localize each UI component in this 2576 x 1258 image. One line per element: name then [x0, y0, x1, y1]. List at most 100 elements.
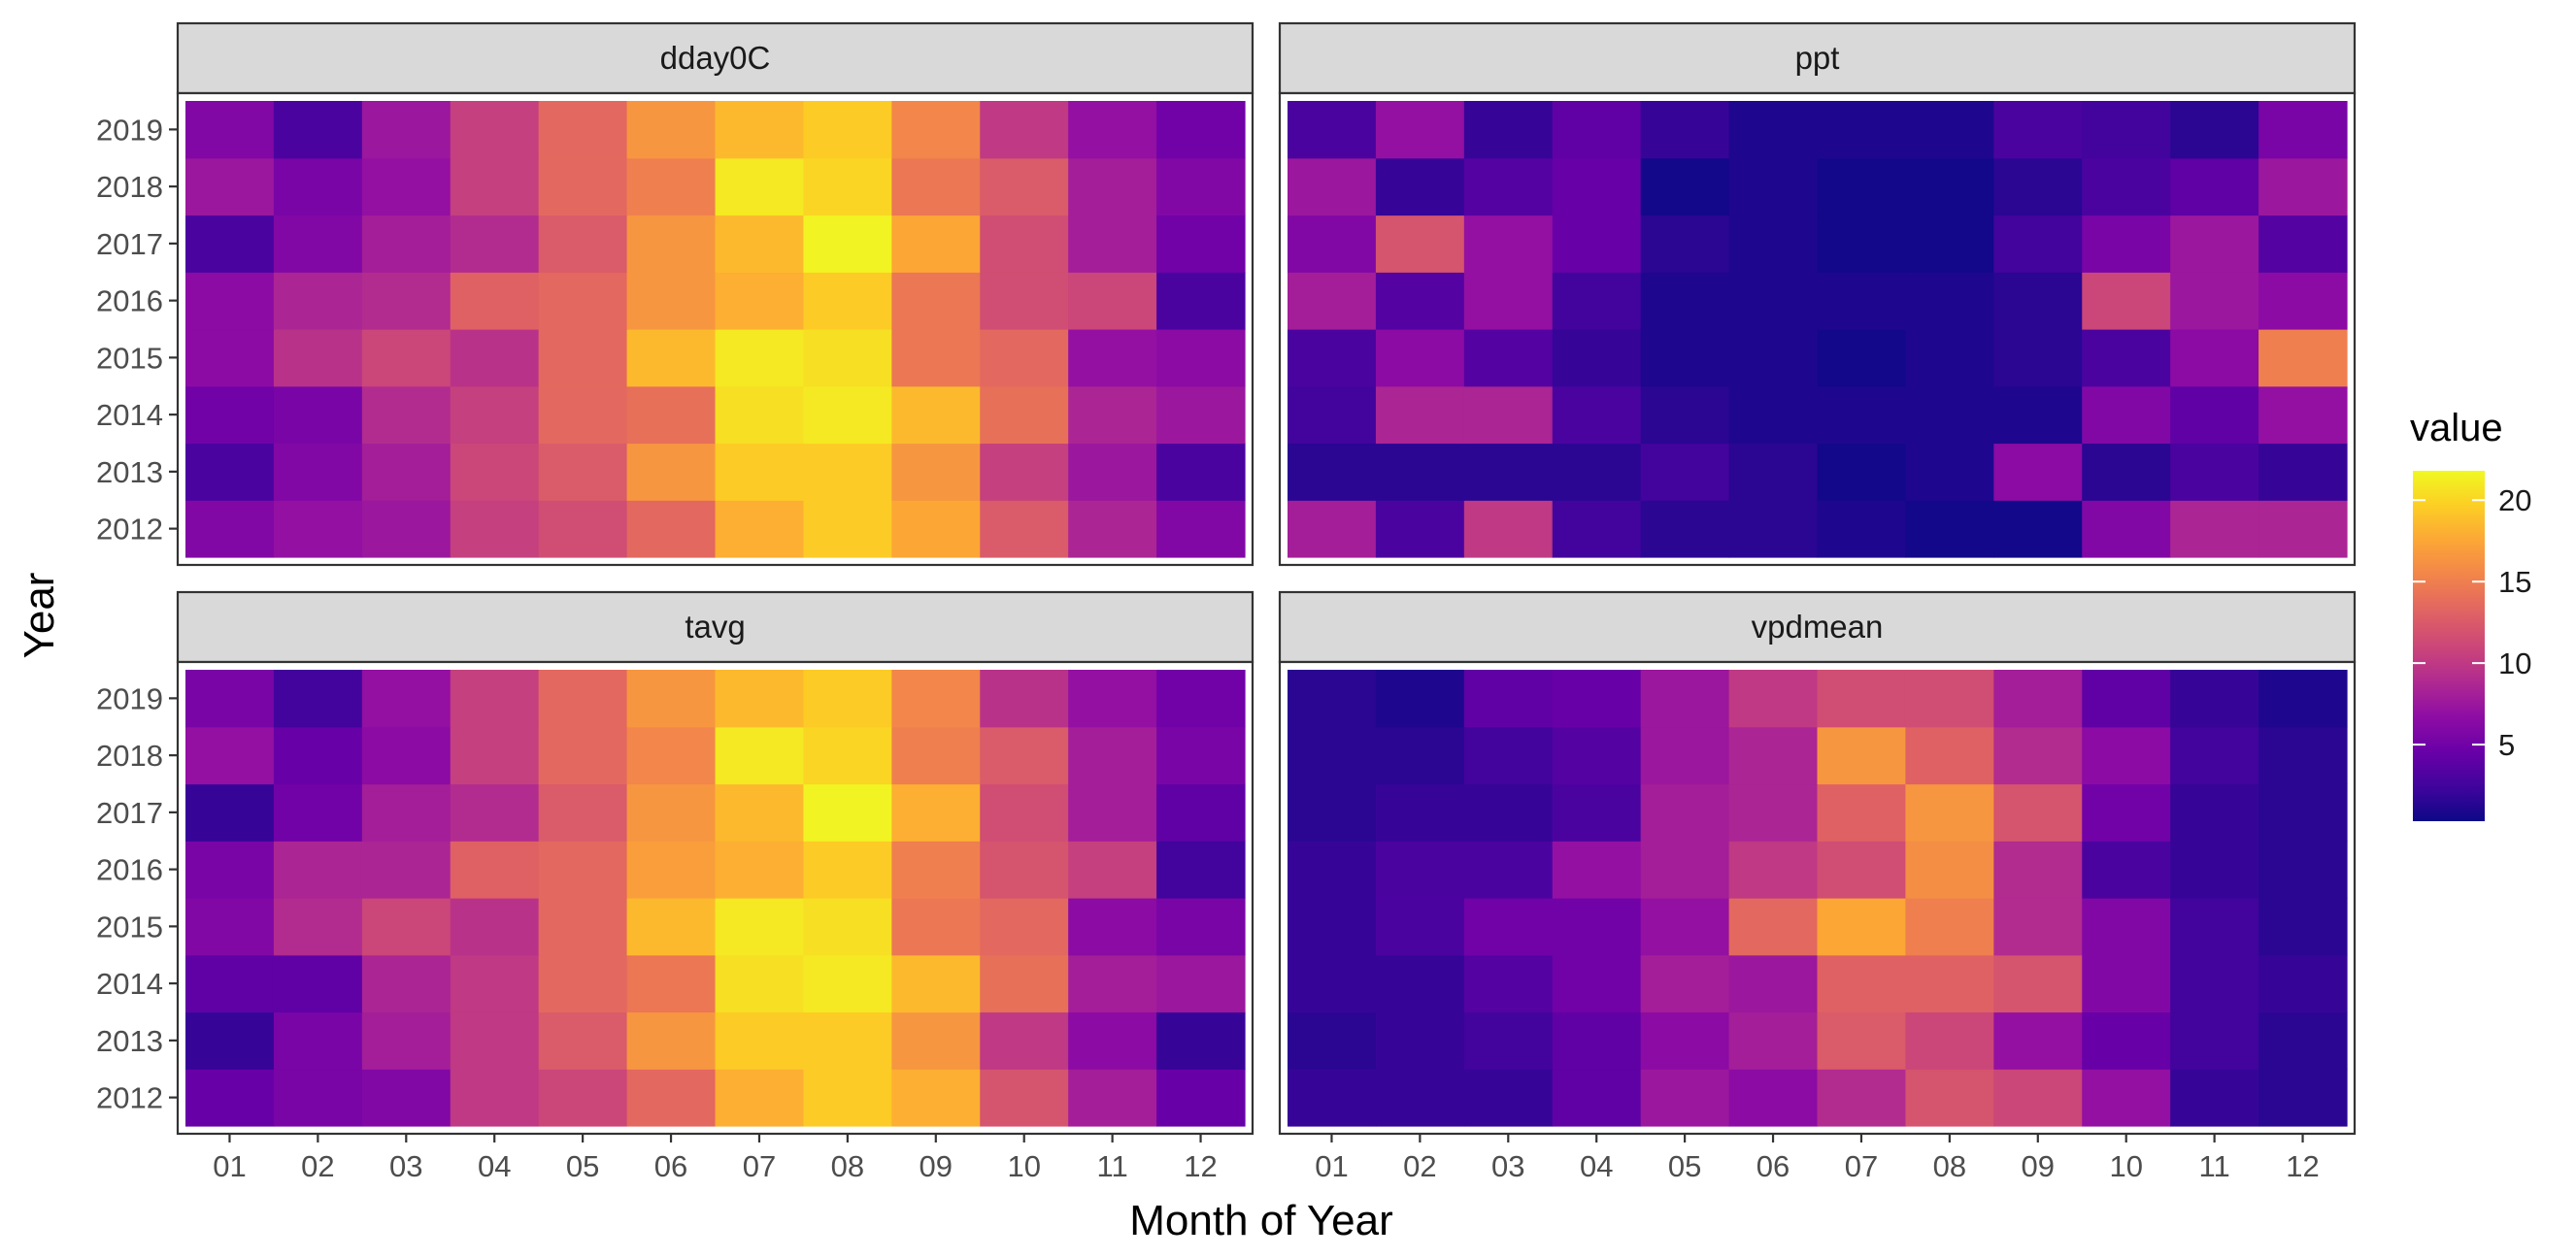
heatmap-tile	[2082, 841, 2171, 899]
heatmap-tile	[1068, 329, 1157, 387]
heatmap-tile	[361, 954, 452, 1013]
heatmap-tile	[273, 726, 363, 785]
heatmap-tile	[1993, 272, 2083, 330]
heatmap-tile	[1068, 500, 1157, 558]
heatmap-tile	[1728, 215, 1819, 273]
heatmap-tile	[980, 101, 1069, 159]
heatmap-tile	[1817, 783, 1907, 842]
heatmap-tile	[1640, 670, 1730, 728]
heatmap-tile	[2082, 954, 2171, 1013]
colorbar-tick-label: 5	[2498, 728, 2515, 762]
heatmap-tile	[803, 443, 892, 501]
colorbar-tick-label: 20	[2498, 483, 2531, 517]
heatmap-tile	[803, 385, 892, 445]
heatmap-tile	[1728, 1011, 1819, 1070]
heatmap-tile	[626, 101, 717, 159]
heatmap-tile	[273, 783, 363, 842]
heatmap-tile	[1817, 385, 1907, 445]
heatmap-tile	[803, 157, 892, 216]
y-tick-label: 2017	[96, 227, 163, 261]
heatmap-tile	[891, 101, 981, 159]
x-tick-label: 03	[1491, 1149, 1524, 1183]
heatmap-tile	[2170, 1011, 2259, 1070]
heatmap-tile	[1552, 329, 1642, 387]
heatmap-tile	[1156, 954, 1246, 1013]
heatmap-tile	[450, 101, 540, 159]
heatmap-tile	[803, 1011, 892, 1070]
heatmap-tile	[1288, 500, 1377, 558]
heatmap-tile	[1288, 443, 1377, 501]
heatmap-tile	[980, 385, 1069, 445]
heatmap-tile	[1817, 500, 1907, 558]
heatmap-tile	[538, 783, 628, 842]
x-tick-label: 12	[1184, 1149, 1217, 1183]
heatmap-tile	[1905, 898, 1994, 956]
x-tick-label: 09	[920, 1149, 953, 1183]
heatmap-tile	[1156, 1069, 1246, 1127]
heatmap-tile	[1640, 841, 1730, 899]
x-tick-label: 10	[1007, 1149, 1040, 1183]
heatmap-tile	[2170, 954, 2259, 1013]
heatmap-tile	[715, 385, 805, 445]
heatmap-tile	[1375, 101, 1465, 159]
x-tick-label: 09	[2022, 1149, 2055, 1183]
heatmap-tile	[2258, 157, 2348, 216]
strip-background	[1278, 590, 2357, 664]
heatmap-tile	[1463, 157, 1554, 216]
heatmap-tile	[1156, 329, 1246, 387]
heatmap-tile	[273, 898, 363, 956]
heatmap-tile	[1905, 500, 1994, 558]
heatmap-tile	[450, 443, 540, 501]
heatmap-tile	[1156, 670, 1246, 728]
heatmap-tile	[1552, 385, 1642, 445]
heatmap-tile	[2170, 215, 2259, 273]
y-axis-title: Year	[16, 573, 63, 659]
heatmap-tile	[1068, 898, 1157, 956]
heatmap-tile	[2082, 329, 2171, 387]
heatmap-tile	[2170, 385, 2259, 445]
heatmap-tile	[1640, 898, 1730, 956]
heatmap-tile	[1068, 272, 1157, 330]
x-tick-label: 01	[1315, 1149, 1348, 1183]
heatmap-tile	[1288, 670, 1377, 728]
heatmap-tile	[1375, 500, 1465, 558]
y-tick-label: 2013	[96, 1024, 163, 1058]
heatmap-tile	[891, 500, 981, 558]
heatmap-tile	[980, 841, 1069, 899]
heatmap-tile	[2170, 783, 2259, 842]
heatmap-tile	[1068, 1069, 1157, 1127]
heatmap-tile	[980, 443, 1069, 501]
heatmap-tile	[538, 443, 628, 501]
heatmap-tile	[891, 841, 981, 899]
heatmap-tile	[273, 443, 363, 501]
heatmap-tile	[891, 272, 981, 330]
heatmap-tile	[980, 670, 1069, 728]
heatmap-tile	[185, 670, 275, 728]
heatmap-tile	[185, 898, 275, 956]
heatmap-tile	[1640, 157, 1730, 216]
heatmap-tile	[1728, 841, 1819, 899]
heatmap-tile	[891, 1011, 981, 1070]
heatmap-tile	[715, 1011, 805, 1070]
y-tick-label: 2013	[96, 455, 163, 489]
heatmap-tile	[1156, 443, 1246, 501]
heatmap-tile	[1552, 670, 1642, 728]
heatmap-tile	[1817, 329, 1907, 387]
heatmap-tile	[1156, 841, 1246, 899]
heatmap-tile	[1993, 101, 2083, 159]
heatmap-tile	[2082, 443, 2171, 501]
heatmap-tile	[2170, 500, 2259, 558]
heatmap-tile	[450, 841, 540, 899]
heatmap-tile	[450, 385, 540, 445]
strip-background	[176, 21, 1255, 95]
x-tick-label: 05	[1668, 1149, 1701, 1183]
heatmap-tile	[891, 954, 981, 1013]
heatmap-tile	[1640, 1011, 1730, 1070]
heatmap-tile	[185, 1011, 275, 1070]
heatmap-tile	[1068, 726, 1157, 785]
heatmap-tile	[1905, 726, 1994, 785]
heatmap-tile	[803, 101, 892, 159]
heatmap-tile	[538, 329, 628, 387]
heatmap-tile	[715, 500, 805, 558]
y-tick-label: 2015	[96, 910, 163, 944]
